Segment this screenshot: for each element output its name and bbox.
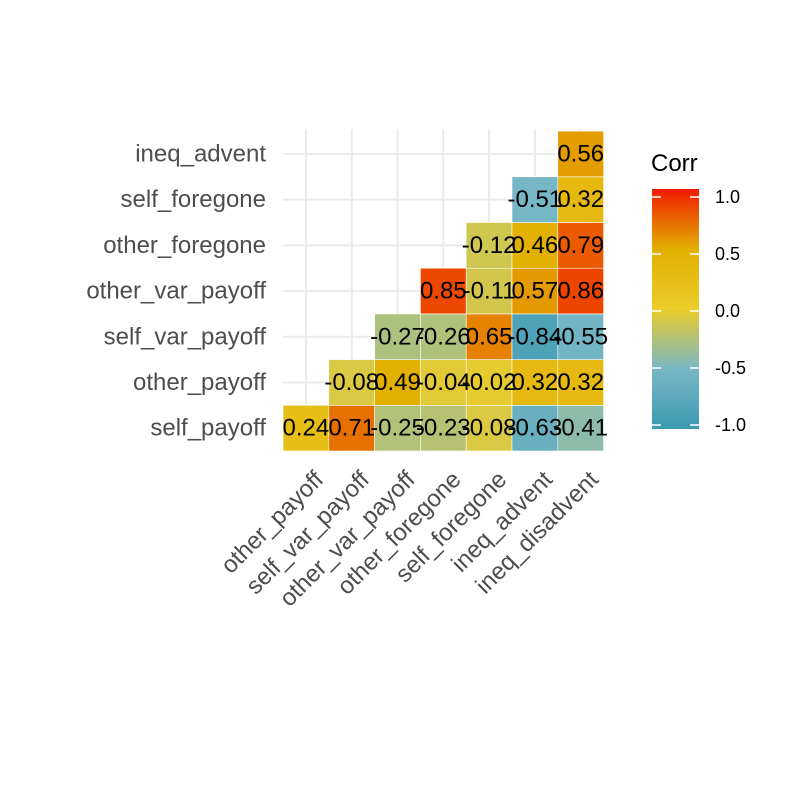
cell-label-self-var-payoff-other-var-payoff: -0.27: [370, 323, 425, 350]
cell-label-self-payoff-self-var-payoff: 0.71: [328, 415, 375, 442]
y-tick-label-self-payoff: self_payoff: [150, 415, 266, 442]
cell-label-other-payoff-ineq-disadvent: 0.32: [557, 369, 604, 396]
cell-label-self-payoff-other-payoff: 0.24: [283, 415, 330, 442]
cell-label-other-foregone-ineq-disadvent: 0.79: [557, 232, 604, 259]
cell-label-other-var-payoff-other-foregone: 0.85: [420, 278, 467, 305]
cell-label-self-payoff-ineq-disadvent: -0.41: [553, 415, 608, 442]
cell-self-payoff-self-foregone: [465, 404, 513, 452]
cell-self-payoff-ineq-disadvent: [557, 404, 604, 452]
cell-self-payoff-ineq-advent: [511, 404, 559, 452]
y-tick-label-self-foregone: self_foregone: [121, 186, 266, 213]
cell-label-other-var-payoff-ineq-advent: 0.57: [512, 278, 559, 305]
cell-label-self-foregone-ineq-disadvent: 0.32: [557, 186, 604, 213]
legend-colorbar: [652, 189, 699, 429]
cell-self-foregone-ineq-disadvent: [557, 176, 604, 223]
cell-other-payoff-other-var-payoff: [374, 359, 421, 406]
cell-label-other-var-payoff-self-foregone: -0.11: [463, 278, 516, 305]
legend-tick-label: -0.5: [715, 358, 746, 378]
cell-label-other-payoff-self-foregone: -0.02: [462, 369, 517, 396]
y-tick-label-other-foregone: other_foregone: [103, 232, 266, 259]
cell-self-var-payoff-other-var-payoff: [374, 313, 421, 360]
cell-label-self-payoff-other-foregone: -0.23: [416, 415, 471, 442]
cell-label-other-foregone-ineq-advent: 0.46: [512, 232, 559, 259]
x-axis: other_payoffself_var_payoffother_var_pay…: [216, 466, 604, 612]
y-tick-label-self-var-payoff: self_var_payoff: [104, 323, 267, 350]
cell-label-self-payoff-ineq-advent: -0.63: [508, 415, 563, 442]
y-tick-label-other-var-payoff: other_var_payoff: [86, 278, 266, 305]
cell-other-payoff-self-var-payoff: [328, 359, 375, 406]
cell-label-other-payoff-other-var-payoff: 0.49: [374, 369, 421, 396]
cell-other-var-payoff-other-foregone: [420, 267, 467, 315]
legend-title: Corr: [651, 150, 698, 177]
legend-tick-label: 1.0: [715, 187, 740, 207]
cell-label-self-payoff-self-foregone: -0.08: [462, 415, 517, 442]
legend-tick-label: -1.0: [715, 415, 746, 435]
y-axis: self_payoff other_payoff self_var_payoff ot…: [86, 140, 266, 441]
heatmap-cell-labels: 0.24 0.71-0.25-0.23-0.08-0.63-0.41-0.080.…: [283, 140, 609, 441]
cell-label-self-payoff-other-var-payoff: -0.25: [370, 415, 425, 442]
cell-label-self-var-payoff-ineq-disadvent: -0.55: [553, 323, 608, 350]
cell-other-foregone-ineq-advent: [511, 222, 559, 269]
cell-label-other-var-payoff-ineq-disadvent: 0.86: [557, 278, 604, 305]
cell-other-foregone-ineq-disadvent: [557, 222, 604, 269]
cell-other-payoff-ineq-advent: [511, 359, 559, 406]
cell-other-foregone-self-foregone: [465, 222, 513, 269]
cell-label-ineq-advent-ineq-disadvent: 0.56: [557, 140, 604, 167]
cell-self-var-payoff-other-foregone: [420, 313, 467, 360]
cell-label-self-foregone-ineq-advent: -0.51: [508, 186, 563, 213]
legend-tick-label: 0.5: [715, 244, 740, 264]
cell-label-other-payoff-ineq-advent: 0.32: [512, 369, 559, 396]
cell-other-payoff-self-foregone: [465, 359, 513, 406]
cell-label-self-var-payoff-ineq-advent: -0.84: [508, 323, 563, 350]
legend-ticks: 1.0 0.5 0.0 -0.5 -1.0: [652, 187, 746, 435]
cell-label-self-var-payoff-self-foregone: 0.65: [466, 323, 513, 350]
cell-label-other-payoff-other-foregone: -0.04: [416, 369, 471, 396]
cell-self-var-payoff-self-foregone: [465, 313, 513, 360]
legend-tick-label: 0.0: [715, 301, 740, 321]
cell-ineq-advent-ineq-disadvent: [557, 130, 604, 178]
heatmap-cells: [282, 130, 604, 452]
cell-other-var-payoff-self-foregone: [465, 267, 513, 315]
y-tick-label-other-payoff: other_payoff: [133, 369, 266, 396]
cell-self-var-payoff-ineq-advent: [511, 313, 559, 360]
cell-label-self-var-payoff-other-foregone: -0.26: [416, 323, 471, 350]
cell-self-foregone-ineq-advent: [511, 176, 559, 223]
y-tick-label-ineq-advent: ineq_advent: [135, 140, 266, 167]
cell-self-var-payoff-ineq-disadvent: [557, 313, 604, 360]
legend: Corr 1.0 0.5 0.0 -0.5 -1.0: [651, 150, 746, 435]
cell-self-payoff-other-var-payoff: [374, 404, 421, 452]
cell-label-other-foregone-self-foregone: -0.12: [462, 232, 517, 259]
cell-other-payoff-ineq-disadvent: [557, 359, 604, 406]
cell-label-other-payoff-self-var-payoff: -0.08: [324, 369, 379, 396]
cell-other-payoff-other-foregone: [420, 359, 467, 406]
